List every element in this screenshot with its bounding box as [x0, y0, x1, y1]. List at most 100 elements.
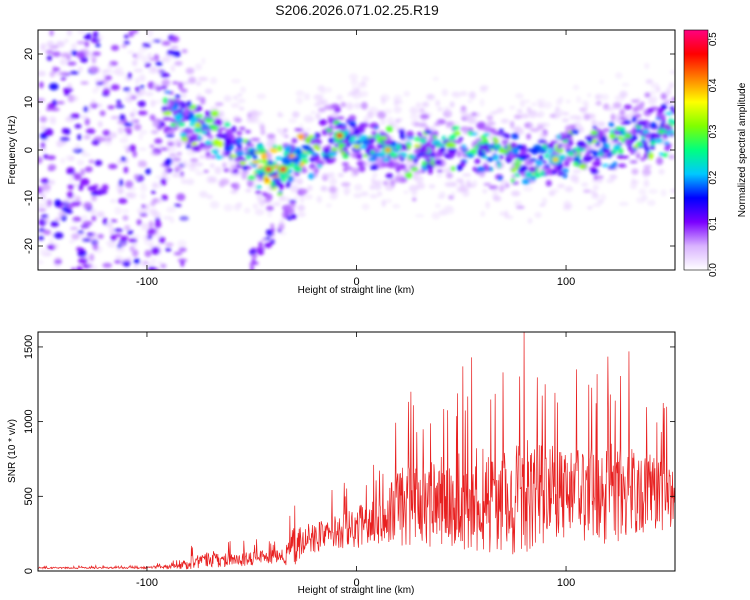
spectrogram-cell: [138, 147, 147, 152]
spectrogram-cell: [493, 139, 500, 143]
spectrogram-cell: [526, 133, 531, 140]
spectrogram-cell: [573, 161, 579, 167]
spectrogram-cell: [78, 183, 84, 191]
spectrogram-cell: [161, 194, 168, 201]
spectrogram-cell: [277, 192, 283, 197]
spectrogram-cell: [272, 177, 281, 181]
spectrogram-cell: [300, 195, 305, 203]
spectrogram-cell: [123, 87, 131, 92]
spectrogram-cell: [211, 125, 220, 132]
spectrogram-cell: [565, 155, 573, 163]
spectrogram-cell: [583, 113, 591, 121]
spectrogram-cell: [186, 100, 192, 108]
spectrogram-cell: [82, 220, 93, 226]
spectrogram-cell: [170, 35, 180, 43]
spectrogram-cell: [314, 132, 321, 139]
spectrogram-cell: [102, 83, 111, 89]
spectrogram-cell: [381, 199, 386, 207]
spectrogram-cell: [515, 205, 525, 209]
spectrogram-cell: [278, 173, 284, 177]
spectrogram-cell: [315, 112, 321, 120]
spectrogram-cell: [205, 140, 211, 146]
spectrogram-cell: [345, 135, 350, 142]
spectrogram-cell: [320, 87, 326, 95]
spectrogram-cell: [267, 137, 277, 144]
spectrogram-cell: [671, 97, 675, 102]
spectrogram-cell: [361, 203, 370, 211]
spectrogram-cell: [606, 179, 615, 183]
spectrogram-cell: [528, 166, 537, 173]
spectrogram-cell: [40, 146, 48, 152]
spectrogram-cell: [563, 203, 573, 209]
spectrogram-cell: [372, 172, 378, 178]
spectrogram-cell: [233, 203, 241, 211]
spectrogram-cell: [644, 146, 650, 153]
spectrogram-cell: [137, 110, 148, 116]
spectrogram-cell: [40, 214, 49, 219]
spectrogram-cell: [89, 253, 95, 262]
spectrogram-cell: [377, 111, 387, 119]
spectrogram-cell: [359, 90, 369, 98]
spectrogram-cell: [531, 102, 538, 107]
spectrogram-cell: [284, 134, 289, 138]
spectrogram-cell: [133, 68, 144, 73]
spectrogram-cell: [46, 155, 56, 160]
spectrogram-cell: [128, 238, 138, 243]
spectrogram-cell: [39, 248, 49, 256]
spectrogram-cell: [194, 122, 202, 129]
spectrogram-cell: [54, 217, 61, 222]
spectrogram-cell: [156, 243, 161, 248]
spectrogram-cell: [489, 111, 498, 115]
spectrogram-cell: [125, 147, 130, 154]
snr-y-tick-label: 500: [23, 487, 35, 505]
spectrogram-cell: [643, 180, 650, 188]
spectrogram-cell: [124, 180, 134, 189]
spectrogram-cell: [222, 162, 227, 169]
spectrogram-cell: [371, 152, 381, 156]
spectrogram-cell: [600, 193, 606, 201]
spectrogram-cell: [529, 128, 540, 132]
spectrogram-cell: [405, 159, 413, 168]
spectrogram-cell: [281, 175, 287, 183]
spectrogram-cell: [320, 185, 328, 191]
spectrogram-cell: [416, 108, 423, 114]
spectrogram-cell: [155, 61, 163, 66]
spectrogram-cell: [143, 234, 149, 242]
spectrogram-cell: [635, 152, 641, 159]
spectrogram-cell: [201, 57, 206, 65]
spectrogram-cell: [115, 255, 123, 260]
spectrogram-cell: [390, 153, 399, 158]
spectrogram-cell: [216, 133, 225, 139]
spectrogram-cell: [174, 61, 183, 66]
spectrogram-cell: [40, 178, 50, 184]
spectrogram-cell: [451, 91, 460, 96]
spectrogram-cell: [43, 199, 49, 208]
spectrogram-cell: [186, 116, 191, 120]
spectrogram-cell: [193, 127, 202, 133]
spectrogram-cell: [510, 190, 521, 197]
spectrogram-cell: [50, 220, 60, 227]
spectrogram-cell: [638, 188, 647, 196]
spectrogram-cell: [154, 138, 163, 145]
spectrogram-cell: [110, 44, 120, 51]
spectrogram-cell: [588, 149, 597, 154]
spectrogram-cell: [336, 122, 343, 128]
spectrogram-cell: [205, 151, 211, 157]
spectrogram-cell: [399, 132, 406, 140]
spectrogram-y-tick-label: 20: [23, 48, 35, 60]
spectrogram-cell: [662, 123, 672, 130]
spectrogram-cell: [659, 116, 666, 121]
spectrogram-cell: [123, 34, 129, 39]
spectrogram-cell: [602, 128, 611, 132]
spectrogram-cell: [136, 207, 145, 214]
spectrogram-cell: [515, 93, 524, 99]
spectrogram-cell: [129, 245, 135, 252]
spectrogram-cell: [466, 153, 475, 158]
spectrogram-cell: [377, 157, 382, 161]
spectrogram-cell: [38, 109, 41, 114]
spectrogram-cell: [602, 142, 608, 147]
spectrogram-cell: [393, 98, 399, 107]
spectrogram-cell: [67, 83, 73, 90]
spectrogram-cell: [662, 152, 669, 158]
spectrogram-cell: [562, 173, 568, 179]
